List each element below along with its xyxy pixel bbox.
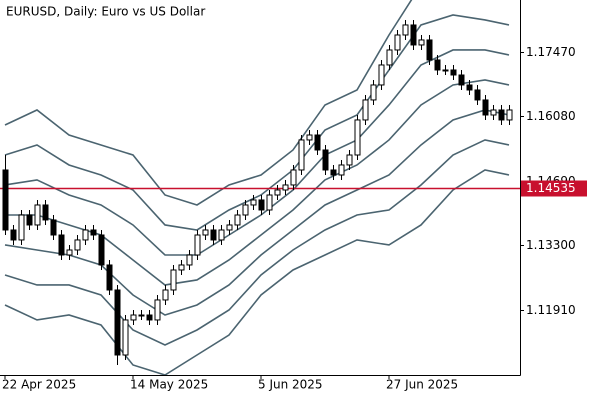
candle-body xyxy=(42,204,49,221)
candle-body xyxy=(162,289,169,301)
candle-body xyxy=(226,224,233,231)
candle-body xyxy=(146,314,153,321)
candle-body xyxy=(322,149,329,171)
candle-body xyxy=(106,264,113,291)
candle-body xyxy=(170,269,177,291)
candle-body xyxy=(418,39,425,46)
candle-body xyxy=(18,214,25,241)
candle-body xyxy=(394,34,401,51)
candle-body xyxy=(74,239,81,251)
candle-body xyxy=(466,84,473,91)
candle-body xyxy=(242,204,249,216)
candle-body xyxy=(194,234,201,256)
candle-body xyxy=(154,299,161,321)
y-tick-label: 1.13300 xyxy=(526,238,576,252)
band-line xyxy=(4,169,510,375)
candle-body xyxy=(354,119,361,156)
candle-body xyxy=(314,134,321,151)
candle-body xyxy=(2,169,9,231)
x-tick-label: 5 Jun 2025 xyxy=(258,378,323,392)
price-label: 1.14535 xyxy=(526,181,576,195)
candle-body xyxy=(306,134,313,141)
candle-body xyxy=(290,169,297,186)
candle-body xyxy=(58,234,65,256)
band-line xyxy=(4,0,413,206)
candle-body xyxy=(410,24,417,46)
candle-body xyxy=(498,109,505,121)
band-line xyxy=(4,139,510,346)
band-line xyxy=(4,14,510,231)
candle-body xyxy=(186,254,193,266)
candle-body xyxy=(298,139,305,171)
candle-body xyxy=(402,24,409,36)
candle-body xyxy=(362,99,369,121)
candle-body xyxy=(274,189,281,196)
candle-body xyxy=(114,289,121,356)
candle-body xyxy=(138,314,145,317)
candle-body xyxy=(434,59,441,71)
candle-body xyxy=(458,74,465,86)
plot-area xyxy=(0,0,520,375)
candle-body xyxy=(82,229,89,241)
candle-body xyxy=(330,169,337,176)
candle-body xyxy=(26,214,33,226)
band-line xyxy=(4,109,510,316)
candle-body xyxy=(386,49,393,66)
chart-title: EURUSD, Daily: Euro vs US Dollar xyxy=(6,5,205,19)
x-tick-label: 14 May 2025 xyxy=(130,378,208,392)
candle-body xyxy=(98,234,105,266)
x-tick-label: 22 Apr 2025 xyxy=(2,378,76,392)
candle-body xyxy=(370,84,377,101)
candle-body xyxy=(234,214,241,226)
band-line xyxy=(5,79,510,286)
candle-body xyxy=(378,64,385,86)
candle-body xyxy=(442,69,449,72)
y-tick-label: 1.16080 xyxy=(526,109,576,123)
y-tick-label: 1.17470 xyxy=(526,45,576,59)
candle-body xyxy=(266,194,273,211)
candle-body xyxy=(506,109,513,121)
candle-body xyxy=(66,249,73,256)
candle-body xyxy=(90,229,97,236)
candle-body xyxy=(282,184,289,191)
candle-body xyxy=(250,199,257,206)
candle-body xyxy=(450,69,457,76)
candle-body xyxy=(178,264,185,271)
candle-body xyxy=(130,314,137,321)
candle-body xyxy=(218,229,225,241)
candle-body xyxy=(490,109,497,116)
candle-body xyxy=(202,229,209,236)
price-label-box xyxy=(521,180,587,197)
candle-body xyxy=(338,164,345,176)
candle-body xyxy=(482,99,489,116)
candle-body xyxy=(50,219,57,236)
candle-body xyxy=(258,199,265,211)
candle-body xyxy=(10,229,17,241)
candle-body xyxy=(346,154,353,166)
candle-body xyxy=(426,39,433,61)
candle-body xyxy=(34,204,41,226)
candle-body xyxy=(210,229,217,241)
candle-body xyxy=(122,319,129,356)
x-tick-label: 27 Jun 2025 xyxy=(386,378,458,392)
y-tick-label: 1.11910 xyxy=(526,303,576,317)
candle-body xyxy=(474,89,481,101)
